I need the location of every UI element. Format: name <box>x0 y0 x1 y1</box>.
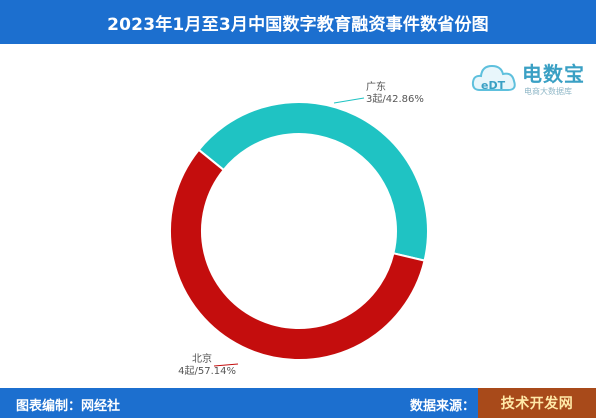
footer-credit-label: 图表编制： <box>16 399 82 414</box>
corner-watermark-text: 技术开发网 <box>500 396 574 412</box>
corner-watermark: 技术开发网 <box>478 388 596 418</box>
logo-sub-text: 电商大数据库 <box>524 87 572 96</box>
donut-slice-beijing <box>169 148 426 361</box>
donut-slices <box>169 101 429 361</box>
logo-brand-text: 电数宝 <box>522 62 585 86</box>
edt-logo: eDT 电数宝 电商大数据库 <box>470 56 592 106</box>
footer-bar: 图表编制：网经社 数据来源： 技术开发网 <box>0 388 596 418</box>
slice-label-guangdong-name: 广东 <box>366 80 386 93</box>
logo-badge-text: eDT <box>481 79 506 92</box>
footer-credit: 图表编制：网经社 <box>16 395 120 414</box>
leader-line-beijing <box>213 363 239 367</box>
chart-title: 2023年1月至3月中国数字教育融资事件数省份图 <box>107 14 489 35</box>
donut-slice-guangdong <box>197 101 429 262</box>
cloud-logo-icon: eDT <box>471 64 516 92</box>
footer-credit-value: 网经社 <box>81 399 121 414</box>
leader-line-guangdong <box>333 97 365 104</box>
label-guangdong: 广东 3起/42.86% <box>333 80 424 105</box>
slice-label-guangdong-detail: 3起/42.86% <box>366 93 424 105</box>
chart-title-bar: 2023年1月至3月中国数字教育融资事件数省份图 <box>0 0 596 44</box>
label-beijing: 北京 4起/57.14% <box>178 352 239 377</box>
slice-label-beijing-detail: 4起/57.14% <box>178 365 236 377</box>
slice-label-beijing-name: 北京 <box>192 352 212 365</box>
footer-source-label: 数据来源： <box>410 399 476 414</box>
